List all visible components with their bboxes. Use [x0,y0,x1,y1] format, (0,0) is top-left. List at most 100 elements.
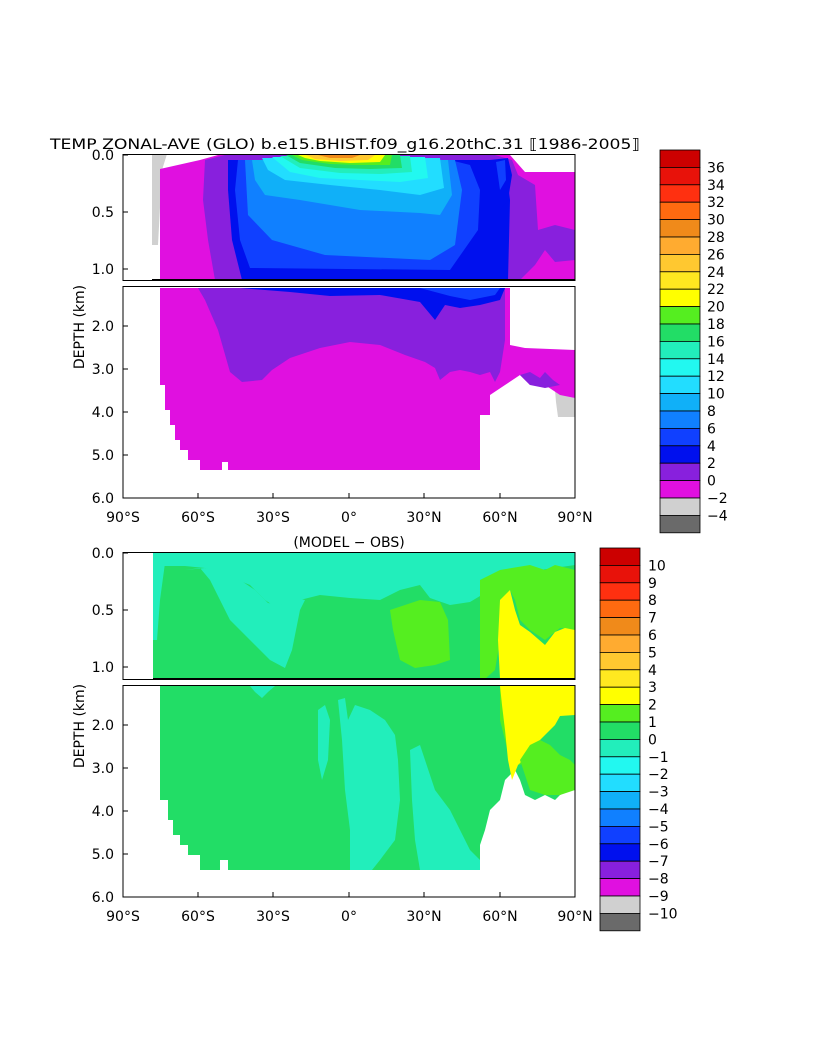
colorbar-swatch [659,149,701,168]
colorbar-swatch [659,462,701,482]
colorbar-swatch [599,791,641,810]
colorbar-swatch [599,565,641,584]
colorbar-label: 24 [707,265,725,281]
colorbar-label: 5 [648,645,657,661]
bottom-chart-title: (MODEL − OBS) [293,535,404,551]
tick-label: 0.5 [92,603,114,619]
colorbar-swatch [599,773,641,793]
colorbar-label: 22 [707,282,725,298]
colorbar-swatch [599,895,641,914]
colorbar-label: 7 [648,611,657,627]
colorbar-swatch [659,445,701,464]
colorbar-swatch [659,271,701,290]
tick-label: 0.0 [92,148,114,164]
colorbar-label: −3 [648,785,669,801]
tick-label: 2.0 [92,718,114,734]
colorbar-label: −10 [648,906,678,922]
tick-label: 4.0 [92,405,114,421]
colorbar-swatch [599,652,641,671]
top-axes [122,154,576,499]
tick-label: 60°S [181,909,215,925]
colorbar-label: 3 [648,680,657,696]
colorbar-swatch [599,721,641,740]
top-chart-title: TEMP ZONAL-AVE (GLO) b.e15.BHIST.f09_g16… [49,137,640,153]
tick-label: 5.0 [92,847,114,863]
colorbar-label: −2 [648,767,669,783]
colorbar-swatch [599,808,641,827]
colorbar-label: 2 [707,456,716,472]
tick-label: 60°N [482,909,517,925]
colorbar-swatch [659,427,701,447]
colorbar-swatch [599,599,641,619]
colorbar-label: −6 [648,837,669,853]
top-y-tick-labels: 0.0 0.5 1.0 2.0 3.0 4.0 5.0 6.0 [92,148,114,507]
colorbar-label: −9 [648,889,669,905]
colorbar-label: 34 [707,178,725,194]
colorbar-swatch [659,253,701,273]
tick-label: 30°S [256,510,290,526]
colorbar-swatch [599,669,641,688]
tick-label: 30°N [406,510,441,526]
top-y-axis-label: DEPTH (km) [72,285,88,369]
colorbar-swatch [599,547,641,566]
colorbar-label: −8 [648,872,669,888]
tick-label: 2.0 [92,319,114,335]
colorbar-label: 8 [648,593,657,609]
colorbar-label: 32 [707,195,725,211]
tick-label: 0.5 [92,205,114,221]
top-lower-panel-fills [160,288,575,470]
tick-label: 0° [341,909,357,925]
top-chart: TEMP ZONAL-AVE (GLO) b.e15.BHIST.f09_g16… [49,137,728,534]
colorbar-label: 16 [707,334,725,350]
tick-label: 5.0 [92,448,114,464]
colorbar-swatch [599,826,641,845]
colorbar-swatch [599,634,641,653]
colorbar-swatch [599,860,641,880]
colorbar-label: −7 [648,854,669,870]
colorbar-label: 6 [648,628,657,644]
colorbar-label: 2 [648,698,657,714]
colorbar-swatch [659,358,701,377]
colorbar-label: −5 [648,819,669,835]
bottom-upper-panel-fills [153,553,575,679]
colorbar-label: 4 [648,663,657,679]
colorbar-swatch [659,306,701,325]
colorbar-swatch [599,843,641,862]
top-upper-panel-fills [152,154,575,280]
colorbar-swatch [599,739,641,758]
colorbar-swatch [599,756,641,775]
tick-label: 6.0 [92,890,114,906]
colorbar-swatch [659,340,701,360]
tick-label: 30°S [256,909,290,925]
colorbar-swatch [599,878,641,897]
colorbar-label: 10 [707,387,725,403]
colorbar-label: 18 [707,317,725,333]
colorbar-label: 4 [707,439,716,455]
colorbar-label: 12 [707,369,725,385]
colorbar-swatch [659,288,701,308]
colorbar-label: 8 [707,404,716,420]
colorbar-swatch [659,497,701,516]
tick-label: 1.0 [92,262,114,278]
colorbar-swatch [659,219,701,238]
tick-label: 60°S [181,510,215,526]
colorbar-swatch [659,480,701,499]
bottom-y-axis-label: DEPTH (km) [72,684,88,768]
colorbar-label: −4 [648,802,669,818]
colorbar-label: −2 [707,491,728,507]
tick-label: 90°S [106,510,140,526]
colorbar-swatch [599,582,641,601]
colorbar-label: 6 [707,421,716,437]
colorbar-label: 9 [648,576,657,592]
colorbar-swatch [599,913,641,932]
tick-label: 0° [341,510,357,526]
colorbar-swatch [659,184,701,203]
bottom-lower-panel-fills [160,686,575,870]
tick-label: 4.0 [92,804,114,820]
tick-label: 3.0 [92,761,114,777]
colorbar-swatch [599,617,641,636]
colorbar-swatch [599,686,641,706]
colorbar-label: 10 [648,558,666,574]
